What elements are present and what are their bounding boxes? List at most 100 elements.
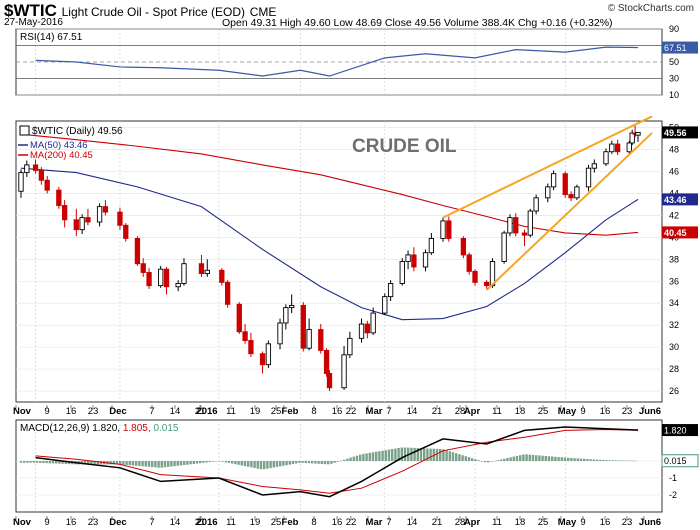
candle-body [85,217,91,223]
x-axis-upper-label: Feb [282,406,299,417]
macd-hist-bar [227,461,231,463]
macd-hist-bar [592,459,595,461]
candle [38,167,45,185]
x-axis-upper-label: 9 [44,406,49,417]
price-tick-label: 48 [669,145,679,155]
wedge-lower-line [485,132,653,291]
candle-body [117,211,123,226]
macd-hist-bar [493,460,496,462]
candle [527,208,533,238]
candle [163,266,170,295]
candle [370,307,376,336]
x-axis-lower-label: 2016 [196,517,217,528]
x-axis-upper-label: Jun6 [639,406,661,417]
price-legend-icon [19,125,30,136]
macd-hist-bar [435,448,439,461]
macd-hist-bar [439,448,442,461]
macd-hist-bar [99,461,103,465]
macd-hist-bar [378,451,381,461]
candle-body [507,217,513,234]
macd-hist-bar [263,461,266,470]
x-axis-upper-label: 16 [66,406,77,417]
macd-hist-bar [487,461,490,463]
macd-hist-bar [125,461,128,465]
close-value-tag [662,126,698,139]
macd-hist-bar [55,461,58,464]
x-axis-lower-label: 18 [515,517,526,528]
macd-hist-bar [515,455,519,461]
candle-body [300,304,306,349]
macd-hist-bar [611,460,615,461]
candle-body [629,132,635,144]
macd-hist-bar [474,459,477,461]
macd-hist-bar [61,461,64,464]
x-axis-lower-label: 25 [538,517,549,528]
macd-hist-bar [35,461,39,463]
x-axis-lower-label: 16 [66,517,77,528]
x-axis-upper-label: 2016 [196,406,217,417]
candle [158,265,164,288]
macd-hist-bar [423,448,426,461]
x-axis-lower-label: 25 [271,517,282,528]
x-axis-upper-label: 8 [311,406,316,417]
x-axis-lower-label: 9 [44,517,49,528]
macd-hist-bar [304,461,307,464]
candle [18,169,24,198]
macd-hist-bar [621,460,624,461]
close-value-tag-label: 49.56 [664,128,687,138]
macd-hist-bar [240,461,243,466]
candle [96,203,103,227]
candle-body [603,151,609,165]
candle [533,194,539,215]
candle [117,207,123,230]
candle [501,230,507,264]
macd-hist-bar [547,456,551,461]
x-axis-upper-label: 28 [455,406,466,417]
macd-hist-bar [365,453,368,461]
macd-hist-bar [560,457,563,461]
candle-body [289,304,295,309]
macd-hist-bar [429,448,432,461]
x-axis-lower-label: 8 [311,517,316,528]
candle [629,129,635,146]
x-axis-upper-label: 22 [346,406,357,417]
macd-hist-bar [224,461,227,463]
macd-hist-bar [503,458,506,461]
macd-hist-value: 0.015 [153,423,178,434]
rsi-tick-label: 10 [669,90,679,100]
price-tick-label: 30 [669,342,679,352]
macd-hist-bar [87,461,90,465]
x-axis-lower-label: 16 [600,517,611,528]
macd-hist-bar [573,458,576,461]
candle [626,140,632,154]
macd-hist-bar [323,461,327,465]
x-axis-upper-label: 23 [622,406,633,417]
candle-body [259,353,266,366]
macd-tick-label: -2 [669,490,677,500]
macd-hist-bar [512,456,515,461]
macd-hist-bar [266,461,269,469]
macd-hist-bar [179,461,183,466]
macd-hist-bar [218,461,221,462]
x-axis-lower-label: 9 [580,517,585,528]
candle [507,214,513,237]
candle [277,318,283,350]
price-tick-label: 36 [669,276,679,286]
macd-tick-label: -1 [669,473,677,483]
ma50-value-tag [662,193,698,206]
candle [466,252,472,275]
macd-hist-bar [384,450,387,461]
candle-body [62,205,68,221]
ma200-line [20,133,639,236]
ma50-value-tag-label: 43.46 [664,195,687,205]
x-axis-lower-label: 7 [386,517,391,528]
candle-body [283,307,289,324]
rsi-value-tag-label: 67.51 [664,43,687,53]
macd-hist-bar [509,457,512,461]
macd-hist-bar [288,461,291,465]
macd-hist-bar [499,459,503,461]
x-axis-upper-label: 16 [332,406,343,417]
x-axis-upper-label: Nov [13,406,32,417]
